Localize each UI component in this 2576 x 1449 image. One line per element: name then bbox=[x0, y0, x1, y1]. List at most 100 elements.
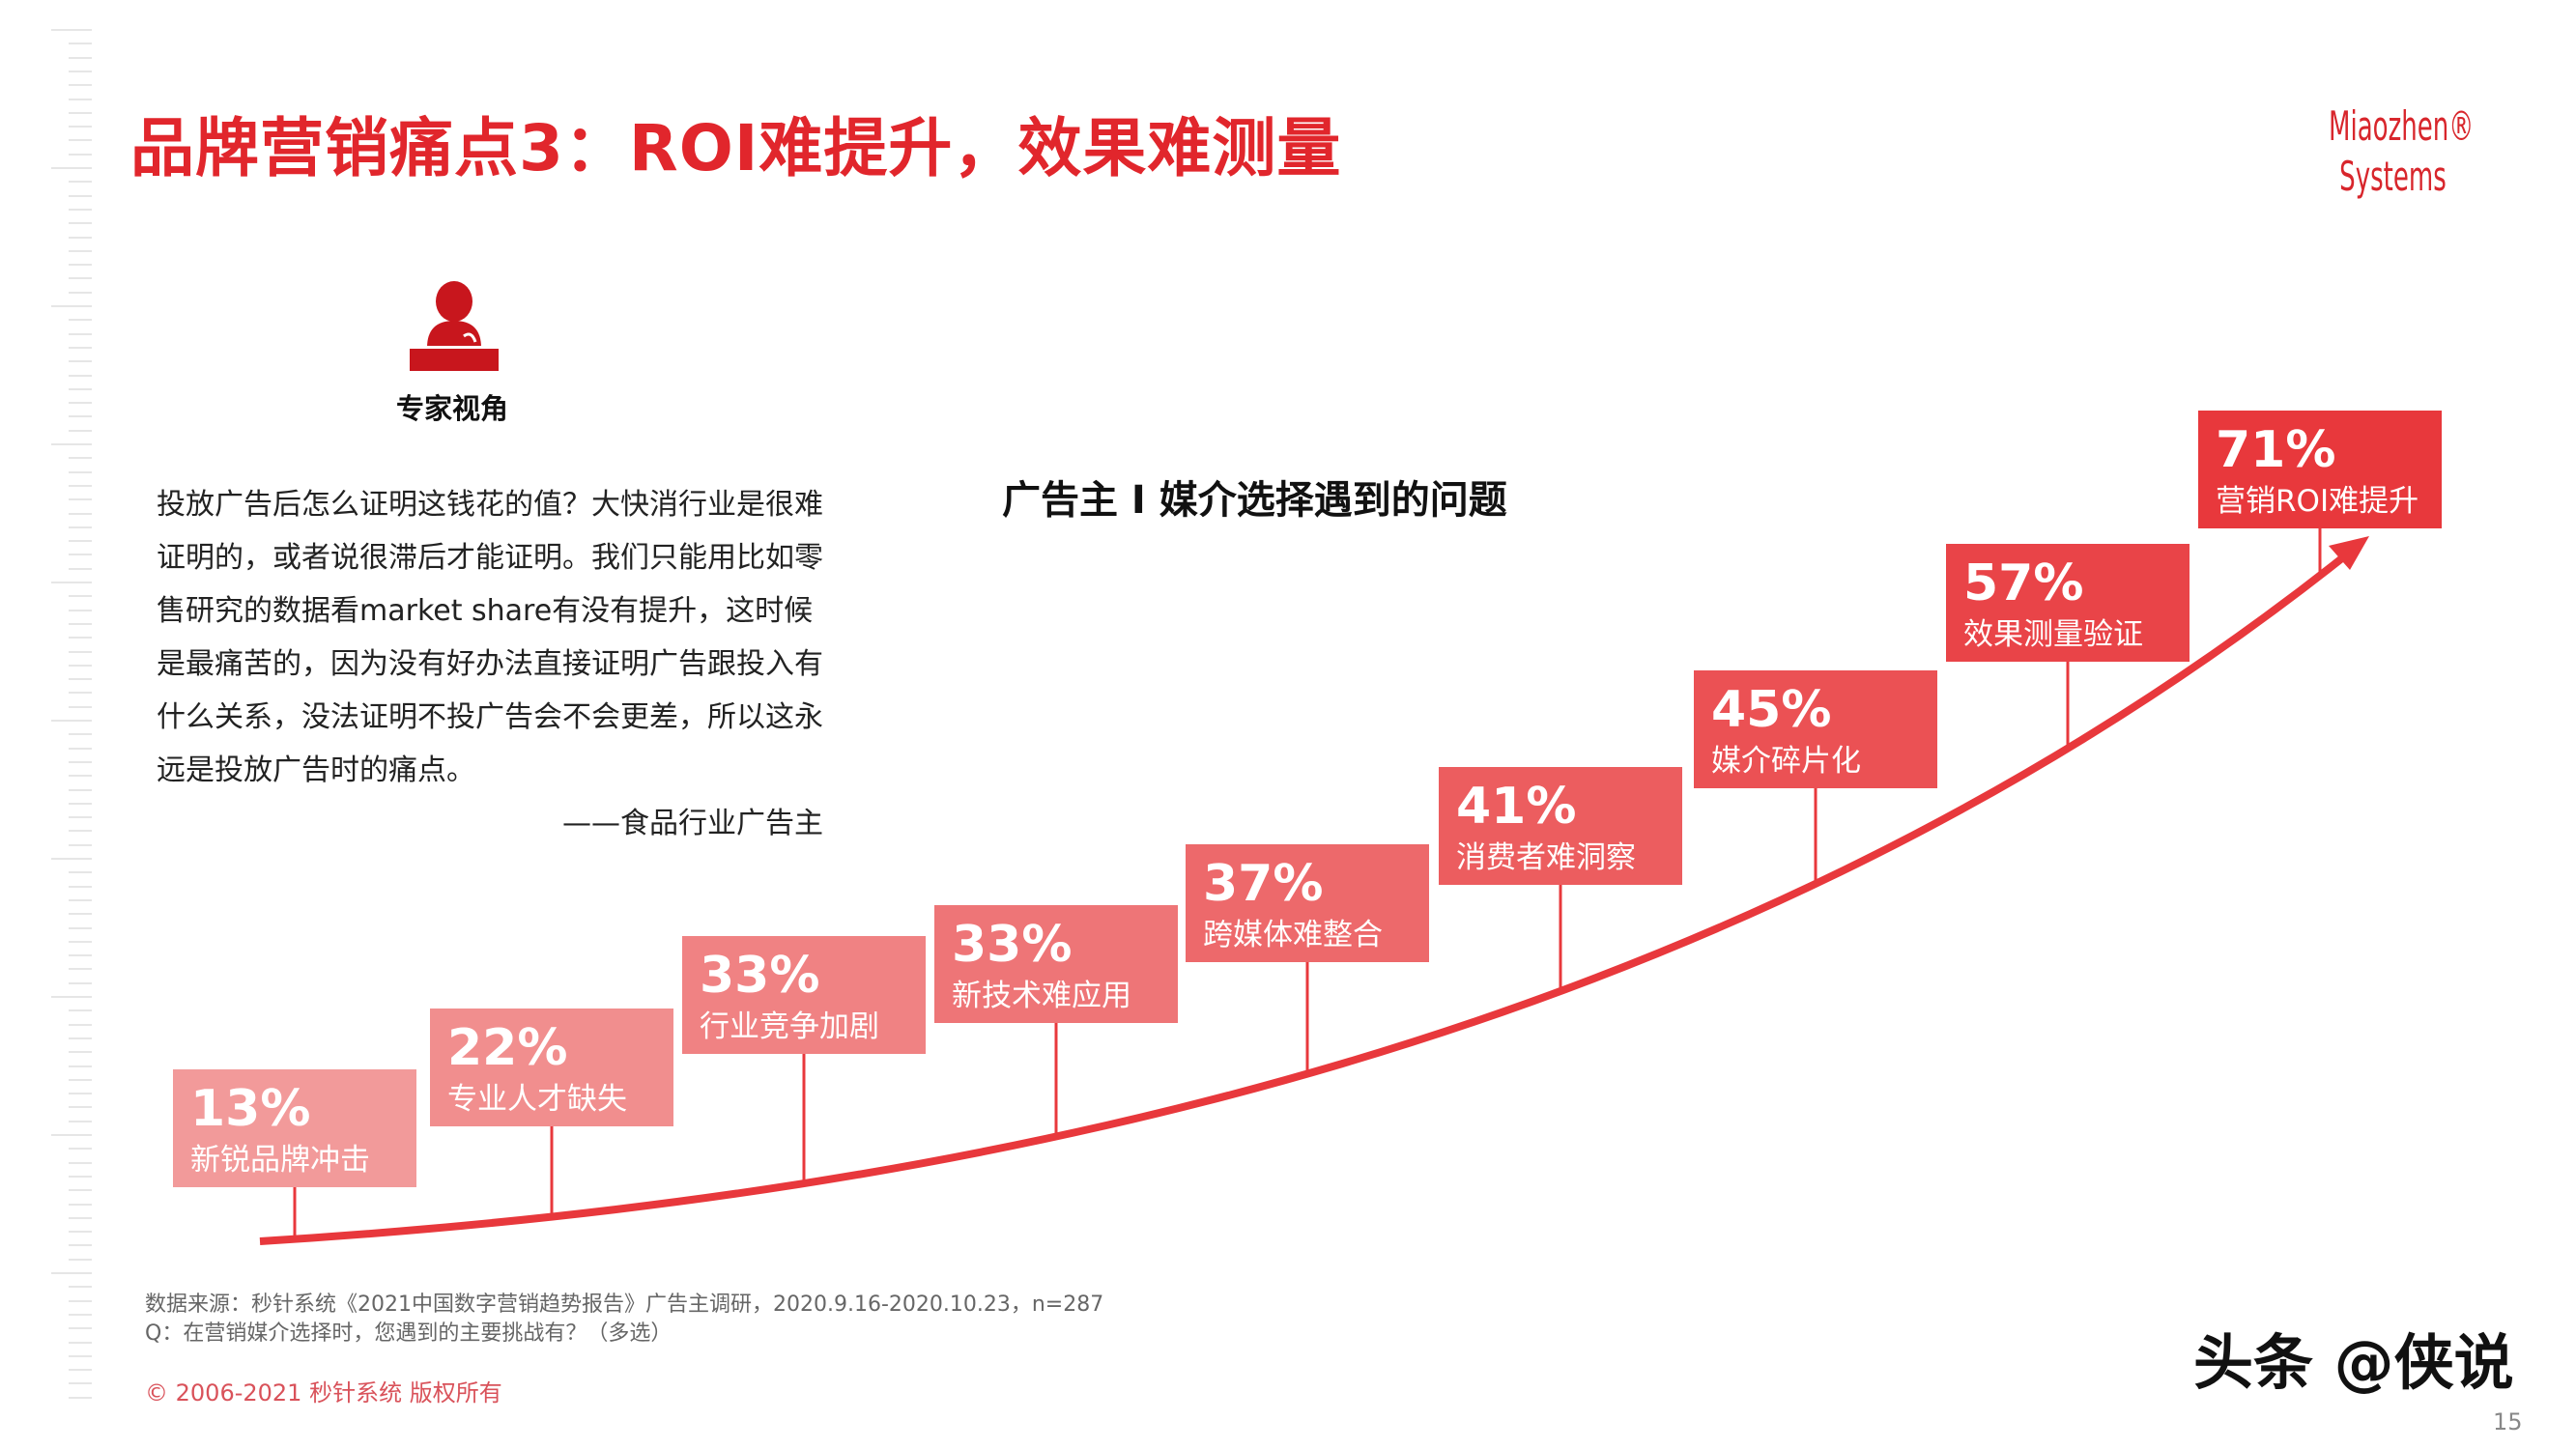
ruler-tick bbox=[69, 664, 92, 667]
ruler-tick bbox=[69, 208, 92, 211]
footer-notes: 数据来源：秒针系统《2021中国数字营销趋势报告》广告主调研，2020.9.16… bbox=[145, 1291, 1103, 1349]
copyright: © 2006-2021 秒针系统 版权所有 bbox=[145, 1379, 502, 1406]
ruler-tick bbox=[69, 747, 92, 750]
survey-question: Q：在营销媒介选择时，您遇到的主要挑战有？（多选） bbox=[145, 1321, 673, 1346]
ruler-tick bbox=[69, 1286, 92, 1289]
ruler-tick bbox=[69, 705, 92, 708]
ruler-tick bbox=[69, 650, 92, 653]
ruler-tick bbox=[69, 1023, 92, 1026]
page-number: 15 bbox=[2493, 1408, 2523, 1435]
ruler-tick bbox=[69, 622, 92, 625]
ruler-tick bbox=[69, 913, 92, 916]
ruler-tick bbox=[69, 319, 92, 322]
ruler-tick bbox=[69, 1216, 92, 1219]
ruler-tick bbox=[51, 996, 92, 998]
ruler-tick bbox=[69, 1258, 92, 1261]
category-label: 新技术难应用 bbox=[952, 979, 1131, 1013]
ruler-tick bbox=[69, 843, 92, 846]
value-label: 33% bbox=[952, 916, 1072, 974]
ruler-tick bbox=[69, 84, 92, 87]
ruler-tick bbox=[69, 554, 92, 556]
ruler-tick bbox=[69, 264, 92, 267]
value-label: 57% bbox=[1963, 554, 2083, 612]
ruler-tick bbox=[69, 954, 92, 957]
value-box bbox=[430, 1009, 673, 1126]
ruler-tick bbox=[69, 595, 92, 598]
ruler-tick bbox=[69, 332, 92, 335]
value-box bbox=[1186, 844, 1429, 962]
category-label: 媒介碎片化 bbox=[1711, 744, 1861, 779]
category-label: 消费者难洞察 bbox=[1456, 840, 1636, 875]
ruler-tick bbox=[69, 885, 92, 888]
ruler-tick bbox=[69, 249, 92, 252]
ruler-tick bbox=[69, 181, 92, 184]
page-title: 品牌营销痛点3：ROI难提升，效果难测量 bbox=[130, 111, 1342, 185]
value-box bbox=[682, 936, 926, 1054]
quote-source: ——食品行业广告主 bbox=[562, 807, 823, 840]
ruler-tick bbox=[69, 1175, 92, 1178]
ruler-tick bbox=[69, 1093, 92, 1095]
ruler-tick bbox=[69, 1354, 92, 1357]
ruler-tick bbox=[69, 940, 92, 943]
ruler-tick bbox=[69, 760, 92, 763]
value-box bbox=[173, 1069, 416, 1187]
ruler-tick bbox=[69, 139, 92, 142]
ruler-tick bbox=[69, 1341, 92, 1344]
ruler-tick bbox=[69, 70, 92, 72]
ruler-tick bbox=[69, 1396, 92, 1399]
ruler-tick bbox=[69, 360, 92, 363]
ruler-tick bbox=[69, 1369, 92, 1372]
category-label: 行业竞争加剧 bbox=[700, 1009, 879, 1044]
ruler-tick bbox=[69, 470, 92, 473]
value-label: 45% bbox=[1711, 681, 1831, 739]
arrow-head-icon bbox=[2329, 536, 2369, 570]
ruler-tick bbox=[69, 402, 92, 405]
ruler-tick bbox=[69, 222, 92, 225]
ruler-tick bbox=[69, 429, 92, 432]
ruler-tick bbox=[69, 733, 92, 736]
ruler-tick bbox=[69, 1299, 92, 1302]
ruler-tick bbox=[69, 1327, 92, 1330]
decorative-ruler bbox=[51, 29, 92, 1420]
value-box bbox=[2198, 411, 2442, 528]
ruler-tick bbox=[69, 56, 92, 59]
ruler-tick bbox=[69, 1009, 92, 1012]
ruler-tick bbox=[51, 305, 92, 307]
growth-curve bbox=[259, 542, 2361, 1245]
value-label: 41% bbox=[1456, 778, 1576, 836]
value-label: 33% bbox=[700, 947, 819, 1005]
ruler-tick bbox=[69, 387, 92, 390]
ruler-tick bbox=[69, 1148, 92, 1151]
ruler-tick bbox=[69, 637, 92, 639]
ruler-tick bbox=[69, 830, 92, 833]
ruler-tick bbox=[69, 1051, 92, 1054]
value-box bbox=[1694, 670, 1937, 788]
expert-quote: 投放广告后怎么证明这钱花的值？大快消行业是很难证明的，或者说很滞后才能证明。我们… bbox=[157, 488, 823, 787]
miaozhen-logo: Miaozhen® Systems bbox=[2329, 101, 2474, 202]
ruler-tick bbox=[69, 277, 92, 280]
value-box bbox=[1946, 544, 2190, 662]
category-label: 跨媒体难整合 bbox=[1203, 918, 1383, 952]
ruler-tick bbox=[69, 609, 92, 611]
value-label: 13% bbox=[190, 1080, 310, 1138]
ruler-tick bbox=[69, 111, 92, 114]
ruler-tick bbox=[51, 720, 92, 722]
ruler-tick bbox=[51, 582, 92, 583]
ruler-tick bbox=[69, 678, 92, 681]
ruler-tick bbox=[51, 858, 92, 860]
ruler-tick bbox=[69, 153, 92, 156]
ruler-tick bbox=[69, 898, 92, 901]
category-label: 营销ROI难提升 bbox=[2216, 484, 2419, 519]
ruler-tick bbox=[69, 968, 92, 971]
expert-quote-block: 投放广告后怎么证明这钱花的值？大快消行业是很难证明的，或者说很滞后才能证明。我们… bbox=[157, 478, 823, 850]
ruler-tick bbox=[51, 1272, 92, 1274]
ruler-tick bbox=[69, 1203, 92, 1206]
ruler-tick bbox=[69, 1037, 92, 1039]
value-label: 22% bbox=[447, 1019, 567, 1077]
ruler-tick bbox=[69, 1231, 92, 1234]
ruler-tick bbox=[51, 167, 92, 169]
ruler-tick bbox=[69, 98, 92, 100]
logo-line1: Miaozhen® bbox=[2329, 102, 2475, 150]
speaker-at-podium-icon bbox=[410, 281, 499, 371]
ruler-tick bbox=[51, 29, 92, 31]
